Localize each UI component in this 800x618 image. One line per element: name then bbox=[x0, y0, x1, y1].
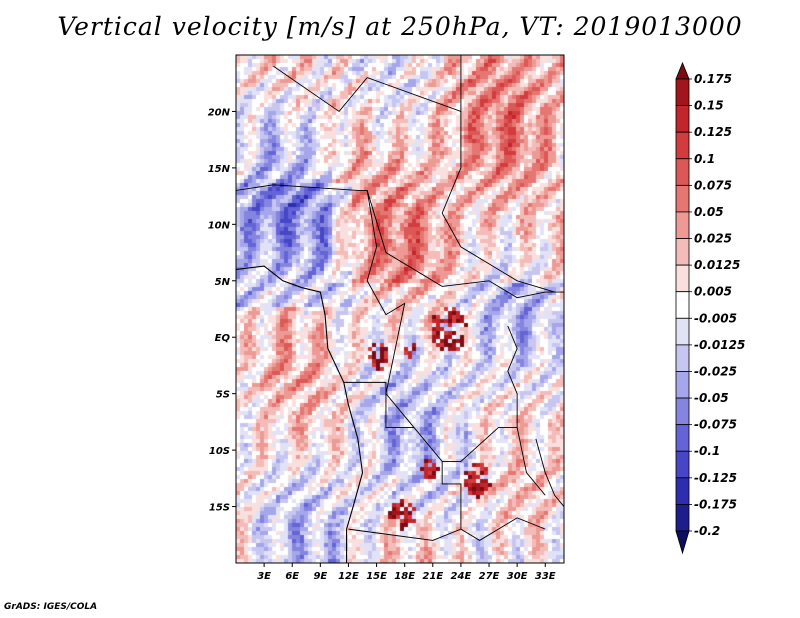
colorbar-label: -0.175 bbox=[694, 497, 737, 511]
y-tick-label: 5N bbox=[215, 277, 231, 288]
map-layer bbox=[235, 54, 565, 564]
country-border-3 bbox=[236, 184, 518, 299]
y-tick-label: 10N bbox=[208, 220, 231, 231]
colorbar-label: 0.1 bbox=[694, 152, 715, 166]
country-border-9 bbox=[517, 291, 564, 299]
country-border-5 bbox=[343, 381, 415, 428]
colorbar-box bbox=[675, 131, 690, 160]
x-tick-label: 9E bbox=[313, 571, 327, 582]
colorbar-box bbox=[675, 78, 690, 106]
x-tick-label: 33E bbox=[535, 571, 556, 582]
x-tick-label: 27E bbox=[479, 571, 500, 582]
colorbar-label: -0.005 bbox=[694, 311, 737, 325]
y-tick-label: 10S bbox=[209, 446, 230, 457]
plot-frame bbox=[235, 54, 565, 564]
y-tick-label: 15N bbox=[208, 164, 231, 175]
x-tick-label: 30E bbox=[507, 571, 528, 582]
colorbar-box bbox=[675, 238, 690, 266]
colorbar-label: -0.2 bbox=[694, 524, 720, 538]
colorbar-box bbox=[675, 264, 690, 293]
x-tick-label: 12E bbox=[338, 571, 359, 582]
colorbar-box bbox=[675, 211, 690, 239]
colorbar-label: 0.175 bbox=[694, 72, 732, 86]
x-tick-label: 3E bbox=[257, 571, 271, 582]
colorbar-box bbox=[675, 344, 690, 372]
colorbar-label: -0.1 bbox=[694, 444, 720, 458]
colorbar-box bbox=[675, 317, 690, 346]
x-tick-label: 6E bbox=[285, 571, 299, 582]
grads-credit: GrADS: IGES/COLA bbox=[4, 602, 98, 612]
y-tick-label: 15S bbox=[209, 503, 230, 514]
x-tick-label: 18E bbox=[394, 571, 415, 582]
axis-layer: 3E 6E 9E 12E 15E 18E 21E 24E 27E 30E 33E 20N 15N 10N 5… bbox=[208, 107, 556, 582]
country-border-0 bbox=[273, 65, 368, 113]
y-tick-label: 20N bbox=[208, 107, 231, 118]
colorbar-label: 0.075 bbox=[694, 178, 732, 192]
y-tick-label: 5S bbox=[216, 390, 230, 401]
colorbar-box bbox=[675, 450, 690, 479]
colorbar: 0.175 0.15 0.125 0.1 0.075 0.05 0.025 0.0125 0.0… bbox=[675, 61, 745, 555]
colorbar-label: 0.025 bbox=[694, 232, 732, 246]
colorbar-box bbox=[675, 371, 690, 399]
country-border-7 bbox=[441, 461, 462, 530]
chart-title: Vertical velocity [m/s] at 250hPa, VT: 2… bbox=[57, 12, 743, 41]
x-tick-label: 24E bbox=[451, 571, 472, 582]
x-tick-label: 21E bbox=[422, 571, 443, 582]
colorbar-box bbox=[675, 397, 690, 426]
coastline bbox=[236, 265, 364, 563]
colorbar-box bbox=[675, 424, 690, 452]
colorbar-box bbox=[675, 504, 690, 532]
colorbar-box bbox=[675, 184, 690, 213]
country-border-10 bbox=[535, 438, 564, 507]
colorbar-label: 0.005 bbox=[694, 285, 732, 299]
colorbar-label: 0.0125 bbox=[694, 258, 740, 272]
country-border-8 bbox=[507, 325, 518, 428]
colorbar-top-triangle bbox=[675, 61, 690, 80]
colorbar-box bbox=[675, 477, 690, 505]
colorbar-label: -0.125 bbox=[694, 471, 737, 485]
colorbar-box bbox=[675, 158, 690, 186]
colorbar-label: -0.075 bbox=[694, 418, 737, 432]
colorbar-bottom-triangle bbox=[675, 530, 690, 555]
x-tick-label: 15E bbox=[366, 571, 387, 582]
colorbar-label: -0.025 bbox=[694, 364, 737, 378]
colorbar-label: 0.125 bbox=[694, 125, 732, 139]
colorbar-label: 0.15 bbox=[694, 99, 724, 113]
country-border-4 bbox=[366, 190, 546, 496]
vertical-velocity-field bbox=[236, 55, 564, 563]
colorbar-box bbox=[675, 291, 690, 319]
colorbar-label: 0.05 bbox=[694, 205, 724, 219]
y-tick-label: EQ bbox=[215, 333, 231, 344]
colorbar-box bbox=[675, 105, 690, 133]
colorbar-label: -0.05 bbox=[694, 391, 729, 405]
colorbar-label: -0.0125 bbox=[694, 338, 745, 352]
country-border-6 bbox=[348, 517, 546, 541]
